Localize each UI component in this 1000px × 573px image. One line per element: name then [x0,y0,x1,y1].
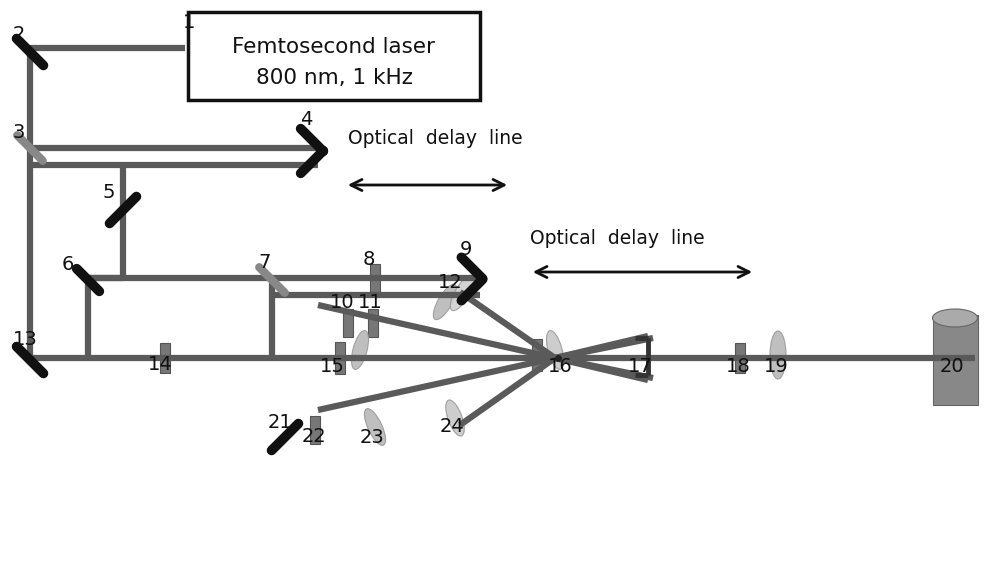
Text: 15: 15 [320,357,345,376]
Bar [310,416,320,444]
Text: 4: 4 [300,110,312,129]
Ellipse shape [450,276,474,311]
Bar [335,342,345,374]
Text: 6: 6 [62,255,74,274]
Bar [368,309,378,337]
Text: 24: 24 [440,417,465,436]
Text: Optical  delay  line: Optical delay line [348,129,523,148]
Ellipse shape [364,409,386,445]
Text: 1: 1 [183,13,195,32]
Bar [343,309,353,337]
Ellipse shape [770,331,786,379]
Text: 9: 9 [460,240,472,259]
Ellipse shape [546,331,564,370]
Ellipse shape [932,309,978,327]
Bar [735,343,745,373]
Bar [160,343,170,373]
Text: 14: 14 [148,355,173,374]
Text: Optical  delay  line: Optical delay line [530,229,705,248]
Ellipse shape [433,284,457,320]
Text: 5: 5 [103,183,116,202]
Text: 800 nm, 1 kHz: 800 nm, 1 kHz [256,68,412,88]
Text: 3: 3 [13,123,25,142]
FancyBboxPatch shape [188,12,480,100]
Text: 13: 13 [13,330,38,349]
Text: 16: 16 [548,357,573,376]
Text: 23: 23 [360,428,385,447]
Text: 17: 17 [628,357,653,376]
Text: 8: 8 [363,250,375,269]
Text: 19: 19 [764,357,789,376]
Ellipse shape [446,400,464,436]
Text: 12: 12 [438,273,463,292]
Text: 21: 21 [268,413,293,432]
Bar [932,315,978,405]
Text: Femtosecond laser: Femtosecond laser [232,37,436,57]
Text: 10: 10 [330,293,355,312]
Text: 20: 20 [940,357,965,376]
Text: 11: 11 [358,293,383,312]
Text: 18: 18 [726,357,751,376]
Text: 7: 7 [258,253,270,272]
Text: 22: 22 [302,427,327,446]
Bar [532,339,542,371]
Ellipse shape [351,331,369,370]
Text: 2: 2 [13,25,25,44]
Bar [370,264,380,292]
